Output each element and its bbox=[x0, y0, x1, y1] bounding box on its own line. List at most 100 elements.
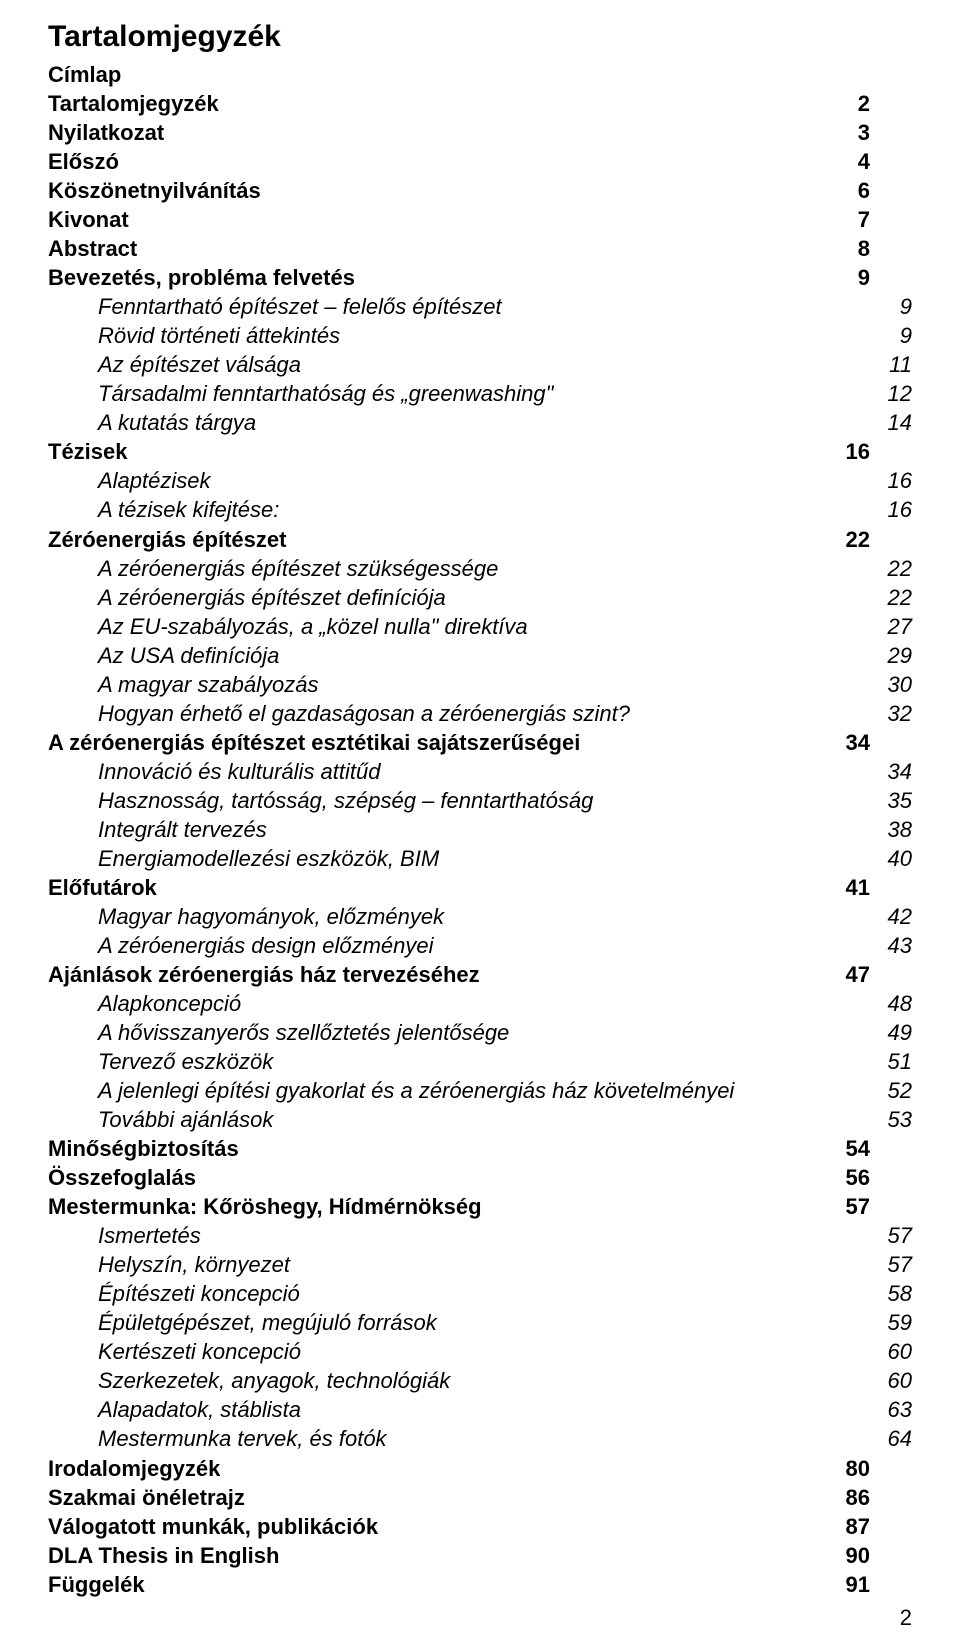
toc-entry-label: A jelenlegi építési gyakorlat és a zéróe… bbox=[98, 1076, 734, 1105]
toc-entry: Előszó4 bbox=[48, 147, 912, 176]
toc-entry-label: A zéróenergiás építészet esztétikai sajá… bbox=[48, 728, 580, 757]
toc-entry: Címlap bbox=[48, 60, 912, 89]
toc-entry-label: Függelék bbox=[48, 1570, 145, 1599]
toc-entry-label: Helyszín, környezet bbox=[98, 1250, 290, 1279]
toc-entry-page: 52 bbox=[872, 1076, 912, 1105]
toc-entry-page: 14 bbox=[872, 408, 912, 437]
toc-entry-page: 16 bbox=[872, 495, 912, 524]
toc-entry-label: Építészeti koncepció bbox=[98, 1279, 300, 1308]
toc-entry-label: Rövid történeti áttekintés bbox=[98, 321, 340, 350]
toc-entry-page: 9 bbox=[830, 263, 870, 292]
toc-entry-page: 32 bbox=[872, 699, 912, 728]
toc-entry: Mestermunka tervek, és fotók64 bbox=[98, 1424, 912, 1453]
toc-entry: A hővisszanyerős szellőztetés jelentőség… bbox=[98, 1018, 912, 1047]
toc-entry: A tézisek kifejtése: 16 bbox=[98, 495, 912, 524]
toc-entry-label: Fenntartható építészet – felelős építész… bbox=[98, 292, 502, 321]
toc-entry-label: Mestermunka tervek, és fotók bbox=[98, 1424, 387, 1453]
toc-entry-page: 22 bbox=[830, 525, 870, 554]
toc-entry-page: 42 bbox=[872, 902, 912, 931]
toc-entry-label: A zéróenergiás design előzményei bbox=[98, 931, 434, 960]
toc-entry: Magyar hagyományok, előzmények 42 bbox=[98, 902, 912, 931]
toc-entry: Kertészeti koncepció60 bbox=[98, 1337, 912, 1366]
toc-entry: Összefoglalás56 bbox=[48, 1163, 912, 1192]
toc-entry-label: Bevezetés, probléma felvetés bbox=[48, 263, 355, 292]
toc-entry-label: További ajánlások bbox=[98, 1105, 273, 1134]
toc-entry: Abstract8 bbox=[48, 234, 912, 263]
toc-entry-label: DLA Thesis in English bbox=[48, 1541, 279, 1570]
toc-entry: Alaptézisek 16 bbox=[98, 466, 912, 495]
toc-entry: Alapadatok, stáblista 63 bbox=[98, 1395, 912, 1424]
toc-entry: Köszönetnyilvánítás6 bbox=[48, 176, 912, 205]
toc-entry: Épületgépészet, megújuló források59 bbox=[98, 1308, 912, 1337]
toc-entry-label: Társadalmi fenntarthatóság és „greenwash… bbox=[98, 379, 553, 408]
toc-entry: Zéróenergiás építészet 22 bbox=[48, 525, 912, 554]
toc-entry-page: 9 bbox=[872, 321, 912, 350]
toc-entry: Ajánlások zéróenergiás ház tervezéséhez4… bbox=[48, 960, 912, 989]
toc-entry: Innováció és kulturális attitűd34 bbox=[98, 757, 912, 786]
toc-entry-label: A hővisszanyerős szellőztetés jelentőség… bbox=[98, 1018, 509, 1047]
toc-entry: DLA Thesis in English 90 bbox=[48, 1541, 912, 1570]
toc-entry-page: 47 bbox=[830, 960, 870, 989]
toc-entry-label: A zéróenergiás építészet szükségessége bbox=[98, 554, 498, 583]
toc-entry-label: Abstract bbox=[48, 234, 137, 263]
toc-entry-label: Az EU-szabályozás, a „közel nulla" direk… bbox=[98, 612, 528, 641]
toc-entry-label: A tézisek kifejtése: bbox=[98, 495, 279, 524]
toc-entry-page: 54 bbox=[830, 1134, 870, 1163]
toc-entry-label: Hasznosság, tartósság, szépség – fenntar… bbox=[98, 786, 593, 815]
toc-entry-label: Tervező eszközök bbox=[98, 1047, 273, 1076]
toc-entry-page: 57 bbox=[872, 1221, 912, 1250]
toc-entry-page: 22 bbox=[872, 583, 912, 612]
toc-entry: Rövid történeti áttekintés 9 bbox=[98, 321, 912, 350]
toc-entry-page: 59 bbox=[872, 1308, 912, 1337]
toc-entry-page: 60 bbox=[872, 1366, 912, 1395]
toc-entry-page: 56 bbox=[830, 1163, 870, 1192]
toc-entry: Társadalmi fenntarthatóság és „greenwash… bbox=[98, 379, 912, 408]
toc-entry-label: Magyar hagyományok, előzmények bbox=[98, 902, 444, 931]
toc-entry-page: 34 bbox=[872, 757, 912, 786]
toc-entry-page: 63 bbox=[872, 1395, 912, 1424]
toc-entry-label: Tézisek bbox=[48, 437, 128, 466]
toc-entry-page: 27 bbox=[872, 612, 912, 641]
toc-entry-page: 58 bbox=[872, 1279, 912, 1308]
toc-entry-label: Válogatott munkák, publikációk bbox=[48, 1512, 378, 1541]
toc-entry-label: Tartalomjegyzék bbox=[48, 89, 219, 118]
toc-entry-page: 86 bbox=[830, 1483, 870, 1512]
toc-entry: Tartalomjegyzék2 bbox=[48, 89, 912, 118]
toc-entry-label: Nyilatkozat bbox=[48, 118, 164, 147]
toc-entry-page: 7 bbox=[830, 205, 870, 234]
toc-entry: Függelék 91 bbox=[48, 1570, 912, 1599]
toc-entry: A magyar szabályozás30 bbox=[98, 670, 912, 699]
toc-entry: A zéróenergiás építészet szükségessége 22 bbox=[98, 554, 912, 583]
toc-entry-label: Az USA definíciója bbox=[98, 641, 279, 670]
toc-entry-page: 91 bbox=[830, 1570, 870, 1599]
toc-entry-page: 22 bbox=[872, 554, 912, 583]
toc-entry-label: Alapadatok, stáblista bbox=[98, 1395, 301, 1424]
toc-entry: Nyilatkozat 3 bbox=[48, 118, 912, 147]
toc-entry-label: A zéróenergiás építészet definíciója bbox=[98, 583, 446, 612]
toc-entry-page: 16 bbox=[872, 466, 912, 495]
toc-entry: Helyszín, környezet 57 bbox=[98, 1250, 912, 1279]
toc-entry-page: 57 bbox=[872, 1250, 912, 1279]
toc-entry-page: 90 bbox=[830, 1541, 870, 1570]
toc-entry-page: 3 bbox=[830, 118, 870, 147]
toc-entry: Szakmai önéletrajz86 bbox=[48, 1483, 912, 1512]
toc-entry-label: Alapkoncepció bbox=[98, 989, 241, 1018]
toc-entry: Mestermunka: Kőröshegy, Hídmérnökség57 bbox=[48, 1192, 912, 1221]
toc-entry-label: Címlap bbox=[48, 60, 121, 89]
page-container: Tartalomjegyzék CímlapTartalomjegyzék2Ny… bbox=[0, 0, 960, 1651]
toc-entry: Energiamodellezési eszközök, BIM40 bbox=[98, 844, 912, 873]
toc-entry-label: Előszó bbox=[48, 147, 119, 176]
toc-entry-label: Kivonat bbox=[48, 205, 129, 234]
toc-entry: Integrált tervezés38 bbox=[98, 815, 912, 844]
toc-entry-page: 34 bbox=[830, 728, 870, 757]
toc-entry: Fenntartható építészet – felelős építész… bbox=[98, 292, 912, 321]
toc-entry: A zéróenergiás építészet definíciója 22 bbox=[98, 583, 912, 612]
toc-title: Tartalomjegyzék bbox=[48, 20, 912, 54]
toc-entry: Kivonat 7 bbox=[48, 205, 912, 234]
toc-entry-page: 9 bbox=[872, 292, 912, 321]
toc-entry-page: 60 bbox=[872, 1337, 912, 1366]
toc-entry-label: Alaptézisek bbox=[98, 466, 211, 495]
toc-entry-label: Zéróenergiás építészet bbox=[48, 525, 286, 554]
toc-entry-page: 51 bbox=[872, 1047, 912, 1076]
toc-entry: Előfutárok41 bbox=[48, 873, 912, 902]
